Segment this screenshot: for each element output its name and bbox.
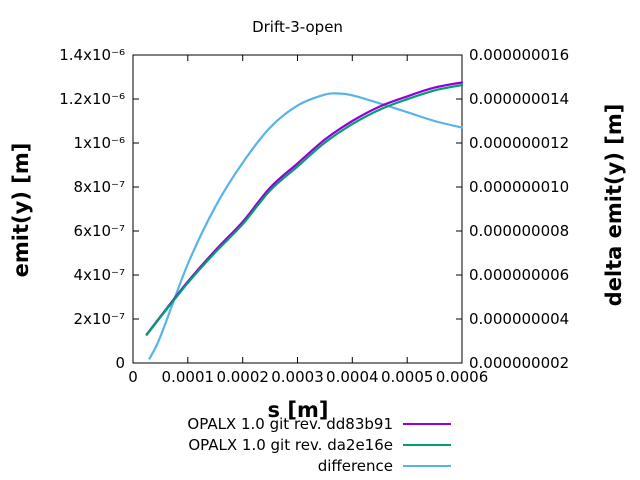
y-left-tick-label: 8x10⁻⁷: [73, 178, 125, 196]
series-curve-1: [145, 84, 464, 336]
y-right-tick-label: 0.000000002: [469, 354, 570, 372]
series-curve-2: [148, 92, 464, 360]
x-tick-label: 0.0004: [326, 368, 379, 386]
y-right-tick-label: 0.000000014: [469, 90, 570, 108]
y-right-tick-label: 0.000000016: [469, 46, 570, 64]
y-right-tick-label: 0.000000012: [469, 134, 570, 152]
y-right-tick-label: 0.000000006: [469, 266, 570, 284]
legend-label: OPALX 1.0 git rev. da2e16e: [188, 435, 393, 454]
plot-border: [132, 54, 463, 364]
series-curve-0: [145, 81, 464, 336]
legend: OPALX 1.0 git rev. dd83b91 OPALX 1.0 git…: [150, 413, 451, 476]
legend-label: difference: [317, 456, 393, 475]
legend-item: difference: [150, 455, 451, 476]
x-tick-label: 0.0005: [380, 368, 434, 386]
x-tick-label: 0: [128, 368, 138, 386]
legend-item: OPALX 1.0 git rev. da2e16e: [150, 434, 451, 455]
y-left-tick-label: 6x10⁻⁷: [73, 222, 125, 240]
y-left-tick-label: 2x10⁻⁷: [73, 310, 125, 328]
x-axis-label: s [m]: [267, 398, 329, 422]
x-tick-label: 0.0006: [435, 368, 489, 386]
legend-item: OPALX 1.0 git rev. dd83b91: [150, 413, 451, 434]
y-right-tick-label: 0.000000004: [469, 310, 570, 328]
y-left-tick-label: 0: [115, 354, 125, 372]
y-left-tick-label: 1x10⁻⁶: [73, 134, 125, 152]
x-tick-label: 0.0003: [271, 368, 324, 386]
y-left-tick-label: 1.4x10⁻⁶: [59, 46, 125, 64]
y-left-tick-label: 1.2x10⁻⁶: [59, 90, 125, 108]
y-left-tick-label: 4x10⁻⁷: [73, 266, 125, 284]
y-right-tick-label: 0.000000008: [469, 222, 570, 240]
y-right-tick-label: 0.000000010: [469, 178, 570, 196]
legend-label: OPALX 1.0 git rev. dd83b91: [187, 414, 393, 433]
legend-line-sample: [403, 464, 451, 467]
legend-line-sample: [403, 443, 451, 446]
chart-title: Drift-3-open: [252, 18, 343, 36]
x-tick-label: 0.0001: [161, 368, 215, 386]
x-tick-label: 0.0002: [216, 368, 269, 386]
legend-line-sample: [403, 422, 451, 425]
